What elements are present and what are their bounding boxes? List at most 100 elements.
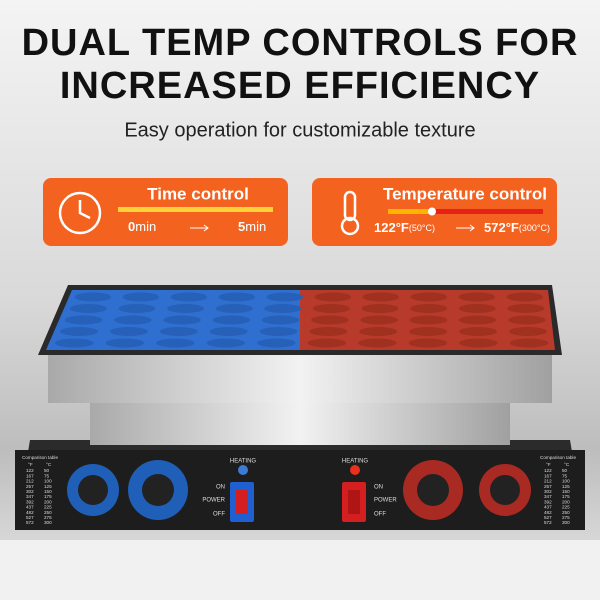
well — [74, 292, 112, 302]
table-cell: 392 — [26, 499, 34, 504]
table-cell: 257 — [544, 484, 552, 489]
table-cell: 212 — [544, 479, 552, 484]
well — [458, 292, 496, 302]
well — [69, 304, 107, 313]
card-value: 5min — [238, 219, 266, 234]
card-value: 0min — [128, 219, 156, 234]
table-cell: 100 — [44, 479, 52, 484]
well — [311, 315, 349, 325]
well — [170, 292, 208, 302]
well — [458, 315, 497, 325]
table-cell: 122 — [544, 468, 552, 473]
table-cell: 250 — [562, 510, 570, 515]
well — [359, 327, 398, 336]
unit: (300°C) — [519, 223, 550, 233]
well — [409, 327, 448, 336]
table-cell: 125 — [44, 484, 52, 489]
table-cell: 300 — [562, 520, 570, 525]
well — [109, 327, 148, 336]
well — [410, 304, 448, 313]
counter — [0, 540, 600, 600]
time-slider — [118, 207, 273, 212]
well — [218, 292, 256, 302]
arrow — [456, 224, 475, 232]
table-cell: 167 — [26, 473, 34, 478]
well — [408, 338, 448, 348]
temp-slider-fill — [388, 209, 433, 214]
well — [105, 338, 145, 348]
well — [458, 304, 496, 313]
value: 0 — [128, 219, 135, 234]
panel-label: OFF — [374, 512, 386, 518]
body — [48, 355, 552, 403]
table-cell: 302 — [544, 489, 552, 494]
well — [509, 338, 549, 348]
table-cell: 175 — [562, 494, 570, 499]
table-cell: 150 — [562, 489, 570, 494]
value: 122°F — [374, 220, 409, 235]
well — [358, 338, 397, 348]
well — [507, 304, 545, 313]
table-cell: 482 — [544, 510, 552, 515]
knob — [490, 475, 520, 505]
panel-label: HEATING — [342, 459, 369, 465]
table-cell: 482 — [26, 510, 34, 515]
well — [209, 327, 248, 336]
clock-icon — [58, 191, 102, 235]
panel-label: POWER — [202, 498, 225, 504]
wells — [55, 292, 549, 348]
table-cell: 275 — [562, 515, 570, 520]
switch-rocker — [236, 490, 248, 514]
table-cell: 75 — [44, 473, 50, 478]
well — [206, 338, 246, 348]
table-cell: 150 — [44, 489, 52, 494]
subtitle: Easy operation for customizable texture — [124, 119, 475, 141]
well — [259, 327, 298, 336]
table-header: °F — [28, 462, 33, 467]
well — [257, 338, 296, 348]
panel-label: HEATING — [230, 459, 257, 465]
table-cell: 200 — [562, 499, 570, 504]
well — [261, 315, 300, 325]
well — [156, 338, 195, 348]
value: 5 — [238, 219, 245, 234]
table-header: °C — [564, 462, 570, 467]
well — [122, 292, 160, 302]
table-cell: 225 — [44, 505, 52, 510]
well — [114, 315, 152, 325]
well — [314, 292, 352, 302]
table-cell: 50 — [44, 468, 50, 473]
well — [309, 327, 348, 336]
table-cell: 50 — [562, 468, 568, 473]
card-value: 122°F(50°C) — [374, 220, 435, 235]
well — [215, 304, 253, 313]
title-line: DUAL TEMP CONTROLS FOR — [22, 22, 579, 64]
value: 572°F — [484, 220, 519, 235]
table-header: °C — [46, 462, 52, 467]
table-cell: 257 — [26, 484, 34, 489]
card-value: 572°F(300°C) — [484, 220, 550, 235]
clock-hands — [78, 200, 91, 220]
well — [312, 304, 350, 313]
panel-label: ON — [216, 485, 225, 491]
well — [307, 338, 347, 348]
unit: min — [245, 219, 266, 234]
well — [64, 315, 103, 325]
indicator — [350, 465, 360, 475]
table-header: °F — [546, 462, 551, 467]
well — [60, 327, 98, 336]
thermo-bulb — [340, 216, 360, 236]
table-cell: 572 — [26, 520, 34, 525]
table-cell: 100 — [562, 479, 570, 484]
table-cell: 302 — [26, 489, 34, 494]
panel-label: ON — [374, 485, 383, 491]
table-cell: 392 — [544, 499, 552, 504]
table-cell: 75 — [562, 473, 568, 478]
table-cell: 225 — [562, 505, 570, 510]
table-cell: 437 — [544, 505, 552, 510]
well — [410, 292, 448, 302]
knob — [417, 474, 449, 506]
knob — [78, 475, 108, 505]
title-line: INCREASED EFFICIENCY — [60, 65, 540, 107]
